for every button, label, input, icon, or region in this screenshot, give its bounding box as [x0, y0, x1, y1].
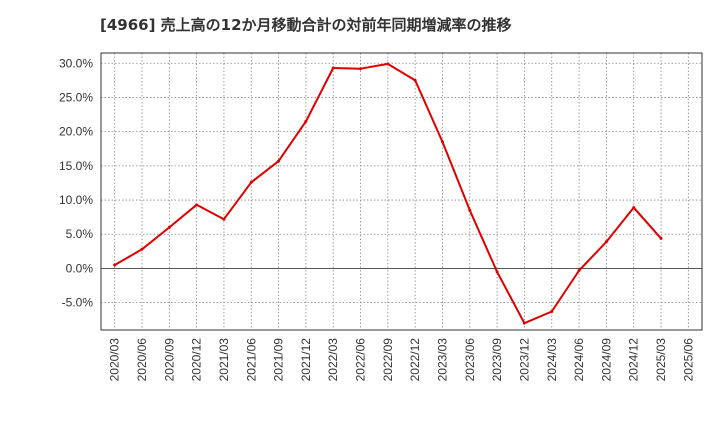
x-tick-label: 2023/12: [517, 338, 531, 382]
data-point: [495, 270, 499, 274]
data-point: [249, 180, 253, 184]
x-tick-label: 2022/09: [381, 338, 395, 382]
data-point: [468, 208, 472, 212]
y-tick-label: 0.0%: [66, 261, 94, 275]
data-point: [359, 67, 363, 71]
y-tick-label: 15.0%: [59, 159, 93, 173]
data-point: [195, 203, 199, 207]
x-tick-label: 2020/06: [135, 338, 149, 382]
series-layer: [113, 62, 663, 325]
x-tick-label: 2024/06: [572, 338, 586, 382]
data-point: [386, 62, 390, 66]
x-tick-label: 2024/03: [545, 338, 559, 382]
y-tick-label: -5.0%: [62, 296, 94, 310]
x-tick-label: 2021/03: [217, 338, 231, 382]
data-point: [413, 78, 417, 82]
data-point: [304, 119, 308, 123]
x-tick-label: 2024/12: [627, 338, 641, 382]
y-tick-label: 20.0%: [59, 125, 93, 139]
y-tick-label: 30.0%: [59, 56, 93, 70]
x-tick-label: 2020/12: [190, 338, 204, 382]
data-point: [577, 268, 581, 272]
data-point: [331, 66, 335, 70]
data-point: [659, 236, 663, 240]
data-point: [550, 310, 554, 314]
x-tick-label: 2023/09: [490, 338, 504, 382]
x-tick-label: 2024/09: [599, 338, 613, 382]
y-tick-label: 10.0%: [59, 193, 93, 207]
x-tick-label: 2022/12: [408, 338, 422, 382]
data-point: [167, 225, 171, 229]
data-point: [522, 321, 526, 325]
x-axis: 2020/03 2020/06 2020/09 2020/12 2021/03 2021/…: [108, 338, 696, 382]
y-tick-label: 5.0%: [66, 227, 94, 241]
grid-lines: [101, 53, 702, 330]
data-point: [277, 159, 281, 163]
data-point: [140, 247, 144, 251]
data-point: [222, 217, 226, 221]
data-point: [604, 240, 608, 244]
x-tick-label: 2022/03: [326, 338, 340, 382]
x-tick-label: 2021/06: [244, 338, 258, 382]
x-tick-label: 2021/12: [299, 338, 313, 382]
x-tick-label: 2023/06: [463, 338, 477, 382]
x-tick-label: 2020/09: [162, 338, 176, 382]
x-tick-label: 2023/03: [435, 338, 449, 382]
data-point: [440, 140, 444, 144]
chart-title: [4966] 売上高の12か月移動合計の対前年同期増減率の推移: [100, 16, 512, 34]
x-tick-label: 2020/03: [108, 338, 122, 382]
x-tick-label: 2022/06: [354, 338, 368, 382]
x-tick-label: 2021/09: [272, 338, 286, 382]
y-tick-label: 25.0%: [59, 90, 93, 104]
data-point: [113, 263, 117, 267]
plot-area: [100, 52, 703, 331]
x-tick-label: 2025/06: [681, 338, 695, 382]
data-point: [632, 206, 636, 210]
y-axis: -5.0% 0.0% 5.0% 10.0% 15.0% 20.0% 25.0% 30.0%: [59, 56, 93, 309]
x-tick-label: 2025/03: [654, 338, 668, 382]
